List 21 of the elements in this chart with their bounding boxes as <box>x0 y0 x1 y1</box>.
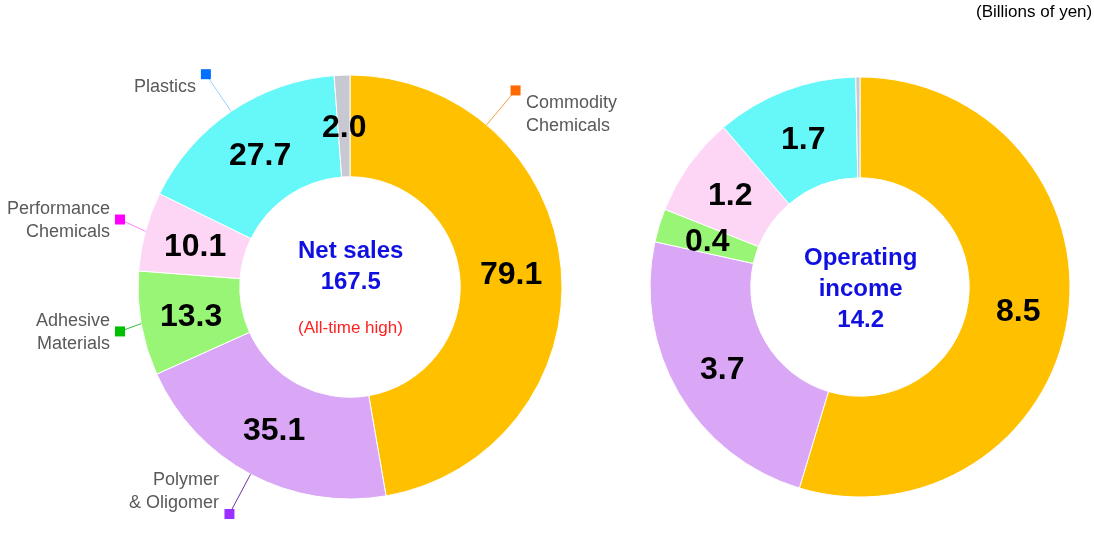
text: 167.5 <box>320 267 381 295</box>
data-label: 10.1 <box>164 227 227 263</box>
text: Net sales <box>298 236 404 263</box>
data-label: 1.2 <box>708 176 753 212</box>
data-label: 8.5 <box>996 292 1041 328</box>
text: 14.2 <box>837 305 885 333</box>
data-label: 1.7 <box>781 120 826 156</box>
slice-label: Commodity Chemicals <box>526 92 618 136</box>
slice-label: Performance Chemicals <box>7 198 111 242</box>
text: (Billions of yen) <box>976 2 1093 21</box>
data-label: 79.1 <box>480 255 543 291</box>
slice-label: Adhesive Materials <box>36 310 111 354</box>
data-label: 13.3 <box>160 297 223 333</box>
data-label: 27.7 <box>229 136 292 172</box>
text: Operating income <box>804 243 918 302</box>
slice-label: Polymer & Oligomer <box>129 469 220 513</box>
data-label: 0.4 <box>685 222 730 258</box>
data-label: 3.7 <box>700 350 745 386</box>
text: (All-time high) <box>298 318 403 337</box>
slice-label: Plastics <box>134 76 197 96</box>
data-label: 35.1 <box>243 411 306 447</box>
